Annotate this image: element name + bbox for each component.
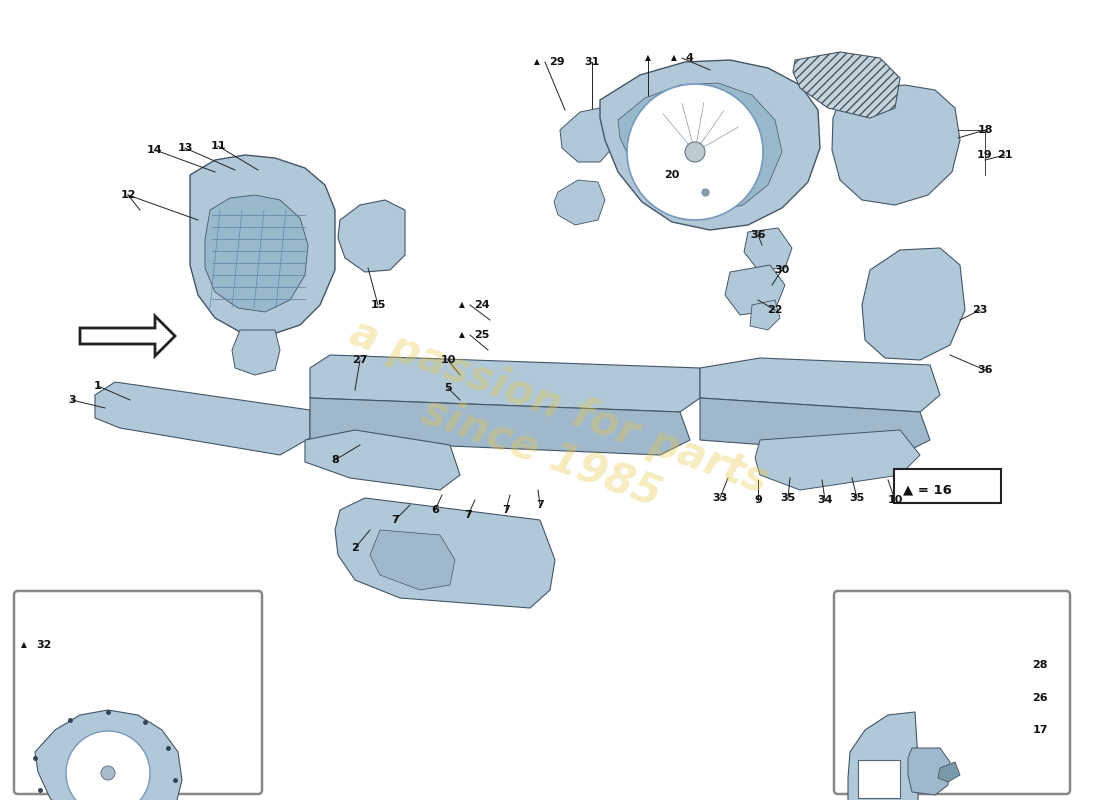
Circle shape	[627, 84, 763, 220]
Text: 28: 28	[1032, 660, 1047, 670]
Text: 36: 36	[977, 365, 992, 375]
Polygon shape	[832, 85, 960, 205]
Text: 29: 29	[549, 57, 564, 67]
Text: 35: 35	[849, 493, 865, 503]
Text: 22: 22	[768, 305, 783, 315]
Polygon shape	[80, 316, 175, 356]
Polygon shape	[95, 382, 310, 455]
Polygon shape	[908, 748, 950, 795]
Text: 4: 4	[686, 53, 694, 63]
Text: 14: 14	[147, 145, 163, 155]
Text: 31: 31	[584, 57, 600, 67]
Text: ▲: ▲	[535, 58, 540, 66]
Text: 33: 33	[713, 493, 727, 503]
Polygon shape	[618, 83, 782, 213]
Text: ▲: ▲	[671, 54, 676, 62]
Text: 17: 17	[1032, 725, 1047, 735]
Text: ▲ = 16: ▲ = 16	[903, 483, 952, 497]
Polygon shape	[848, 712, 918, 800]
Text: 21: 21	[998, 150, 1013, 160]
Text: 23: 23	[972, 305, 988, 315]
Polygon shape	[336, 498, 556, 608]
Polygon shape	[700, 398, 930, 455]
Text: 18: 18	[977, 125, 992, 135]
Text: 20: 20	[664, 170, 680, 180]
Text: 2: 2	[351, 543, 359, 553]
Polygon shape	[370, 530, 455, 590]
Polygon shape	[858, 760, 900, 798]
Text: 7: 7	[536, 500, 543, 510]
Circle shape	[101, 766, 116, 780]
Polygon shape	[305, 430, 460, 490]
Text: 12: 12	[120, 190, 135, 200]
Text: 27: 27	[352, 355, 367, 365]
Polygon shape	[725, 265, 785, 315]
Polygon shape	[938, 762, 960, 782]
FancyBboxPatch shape	[834, 591, 1070, 794]
Text: 7: 7	[502, 505, 510, 515]
Text: 8: 8	[331, 455, 339, 465]
Text: 7: 7	[464, 510, 472, 520]
Polygon shape	[600, 60, 820, 230]
Polygon shape	[310, 398, 690, 455]
Text: 32: 32	[36, 640, 52, 650]
Text: 19: 19	[977, 150, 993, 160]
Text: 9: 9	[755, 495, 762, 505]
Text: 7: 7	[392, 515, 399, 525]
Text: 6: 6	[431, 505, 439, 515]
Text: 36: 36	[750, 230, 766, 240]
Polygon shape	[750, 300, 780, 330]
Polygon shape	[554, 180, 605, 225]
Text: 1: 1	[95, 381, 102, 391]
FancyBboxPatch shape	[14, 591, 262, 794]
Circle shape	[685, 142, 705, 162]
Polygon shape	[560, 108, 618, 162]
Text: 24: 24	[474, 300, 490, 310]
Text: ▲: ▲	[459, 301, 465, 310]
Polygon shape	[310, 355, 700, 412]
Polygon shape	[338, 200, 405, 272]
Text: 34: 34	[817, 495, 833, 505]
Circle shape	[66, 731, 150, 800]
Polygon shape	[190, 155, 336, 335]
Text: 13: 13	[177, 143, 192, 153]
Polygon shape	[35, 710, 182, 800]
Text: ▲: ▲	[459, 330, 465, 339]
Polygon shape	[793, 52, 900, 118]
Polygon shape	[232, 330, 280, 375]
Polygon shape	[755, 430, 920, 490]
Polygon shape	[744, 228, 792, 270]
Polygon shape	[700, 358, 940, 412]
Text: 26: 26	[1032, 693, 1048, 703]
Text: 25: 25	[474, 330, 490, 340]
Text: 15: 15	[371, 300, 386, 310]
Text: 35: 35	[780, 493, 795, 503]
Text: ▲: ▲	[645, 54, 651, 62]
Text: 30: 30	[774, 265, 790, 275]
FancyBboxPatch shape	[894, 469, 1001, 503]
Text: 10: 10	[440, 355, 455, 365]
Polygon shape	[862, 248, 965, 360]
Text: a passion for parts
since 1985: a passion for parts since 1985	[327, 312, 773, 548]
Text: 11: 11	[210, 141, 225, 151]
Text: ▲: ▲	[21, 641, 26, 650]
Text: 3: 3	[68, 395, 76, 405]
Text: 5: 5	[444, 383, 452, 393]
Polygon shape	[205, 195, 308, 312]
Text: 10: 10	[888, 495, 903, 505]
